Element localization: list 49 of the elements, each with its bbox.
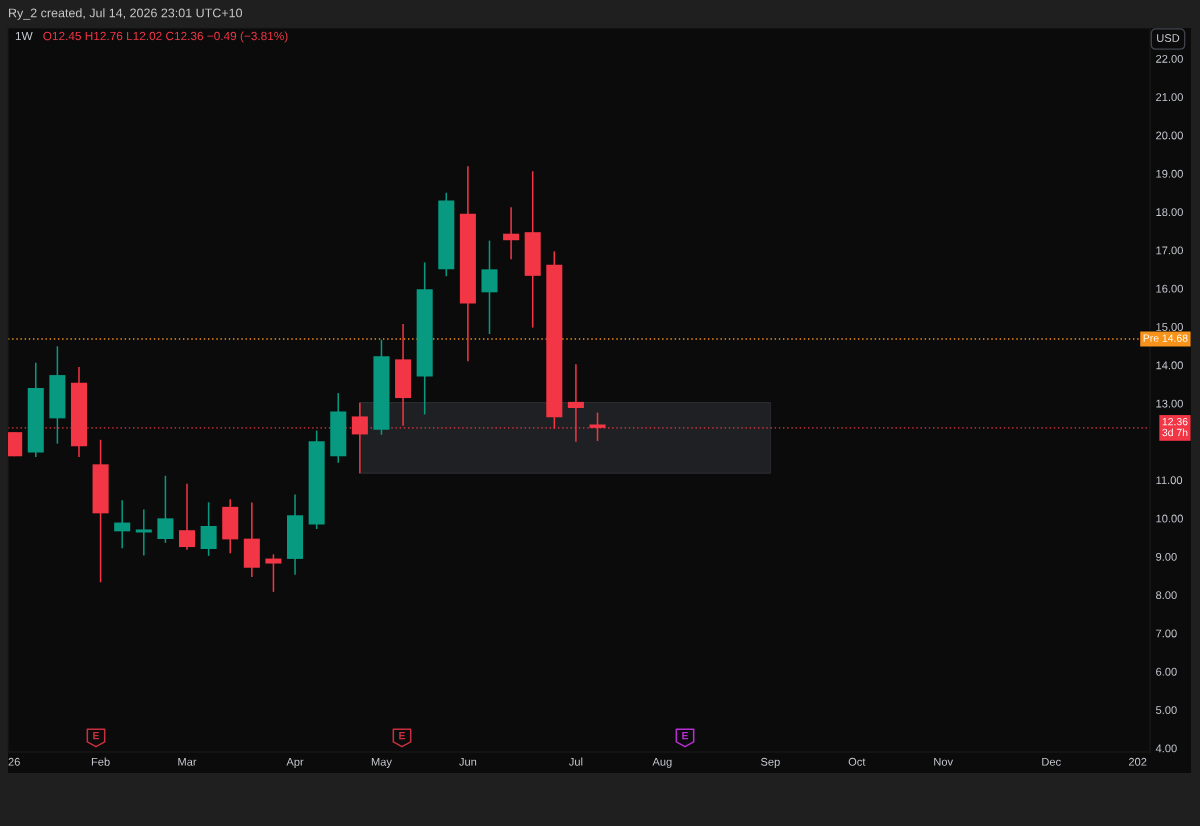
y-tick-label: 13.00: [1156, 399, 1183, 408]
y-tick-label: 21.00: [1156, 93, 1183, 102]
candlestick: [481, 239, 498, 335]
ref-line-label: 12.36 3d 7h: [1162, 417, 1188, 437]
y-tick-label: 11.00: [1156, 476, 1183, 485]
x-tick-label: Oct: [848, 757, 866, 766]
x-tick-label: Apr: [286, 757, 304, 768]
annotation: E: [93, 732, 100, 740]
candlestick: [503, 206, 520, 261]
x-tick-label: Feb: [91, 757, 110, 766]
y-tick-label: 22.00: [1156, 54, 1183, 63]
y-tick-label: 18.00: [1156, 208, 1183, 217]
annotation: E: [399, 732, 406, 740]
y-tick-label: 10.00: [1156, 514, 1183, 523]
candlestick: [135, 508, 152, 557]
text: Ry_2 created, Jul 14, 2026 23:01 UTC+10: [9, 8, 243, 20]
x-tick-label: Nov: [934, 757, 954, 766]
x-tick-label: Dec: [1042, 757, 1061, 766]
x-tick-label: 202: [1128, 757, 1147, 766]
x-tick-label: May: [371, 757, 392, 768]
y-tick-label: 4.00: [1155, 744, 1177, 753]
y-tick-label: 7.00: [1156, 629, 1177, 638]
annotation: E: [682, 732, 689, 740]
x-tick-label: Mar: [178, 757, 197, 766]
y-tick-label: 8.00: [1156, 591, 1177, 600]
y-tick-label: 9.00: [1156, 552, 1177, 561]
y-tick-label: 14.00: [1156, 361, 1183, 370]
y-tick-label: 19.00: [1156, 169, 1183, 178]
candlestick: [178, 483, 196, 551]
chart-subtitle: O12.45 H12.76 L12.02 C12.36 −0.49 (−3.81%): [43, 31, 288, 43]
x-tick-label: Jun: [459, 757, 477, 766]
candlestick: [157, 475, 174, 544]
x-tick-label: Jul: [568, 757, 583, 766]
candlestick: [114, 499, 131, 549]
y-tick-label: 16.00: [1156, 284, 1183, 293]
chart-title: 1W: [15, 31, 33, 41]
y-tick-label: 15.00: [1156, 323, 1183, 331]
text: USD: [1157, 34, 1180, 42]
candlestick: [265, 553, 282, 593]
y-tick-label: 17.00: [1156, 246, 1183, 255]
candlestick: [567, 363, 584, 443]
x-tick-label: Aug: [652, 757, 672, 768]
y-tick-label: 20.00: [1156, 131, 1183, 140]
x-tick-label: Sep: [760, 757, 780, 768]
candlestick: [200, 501, 217, 557]
y-tick-label: 5.00: [1156, 706, 1177, 714]
x-tick-label: 26: [8, 757, 20, 766]
y-tick-label: 6.00: [1156, 667, 1177, 676]
ref-line-label: Pre 14.68: [1143, 334, 1188, 342]
